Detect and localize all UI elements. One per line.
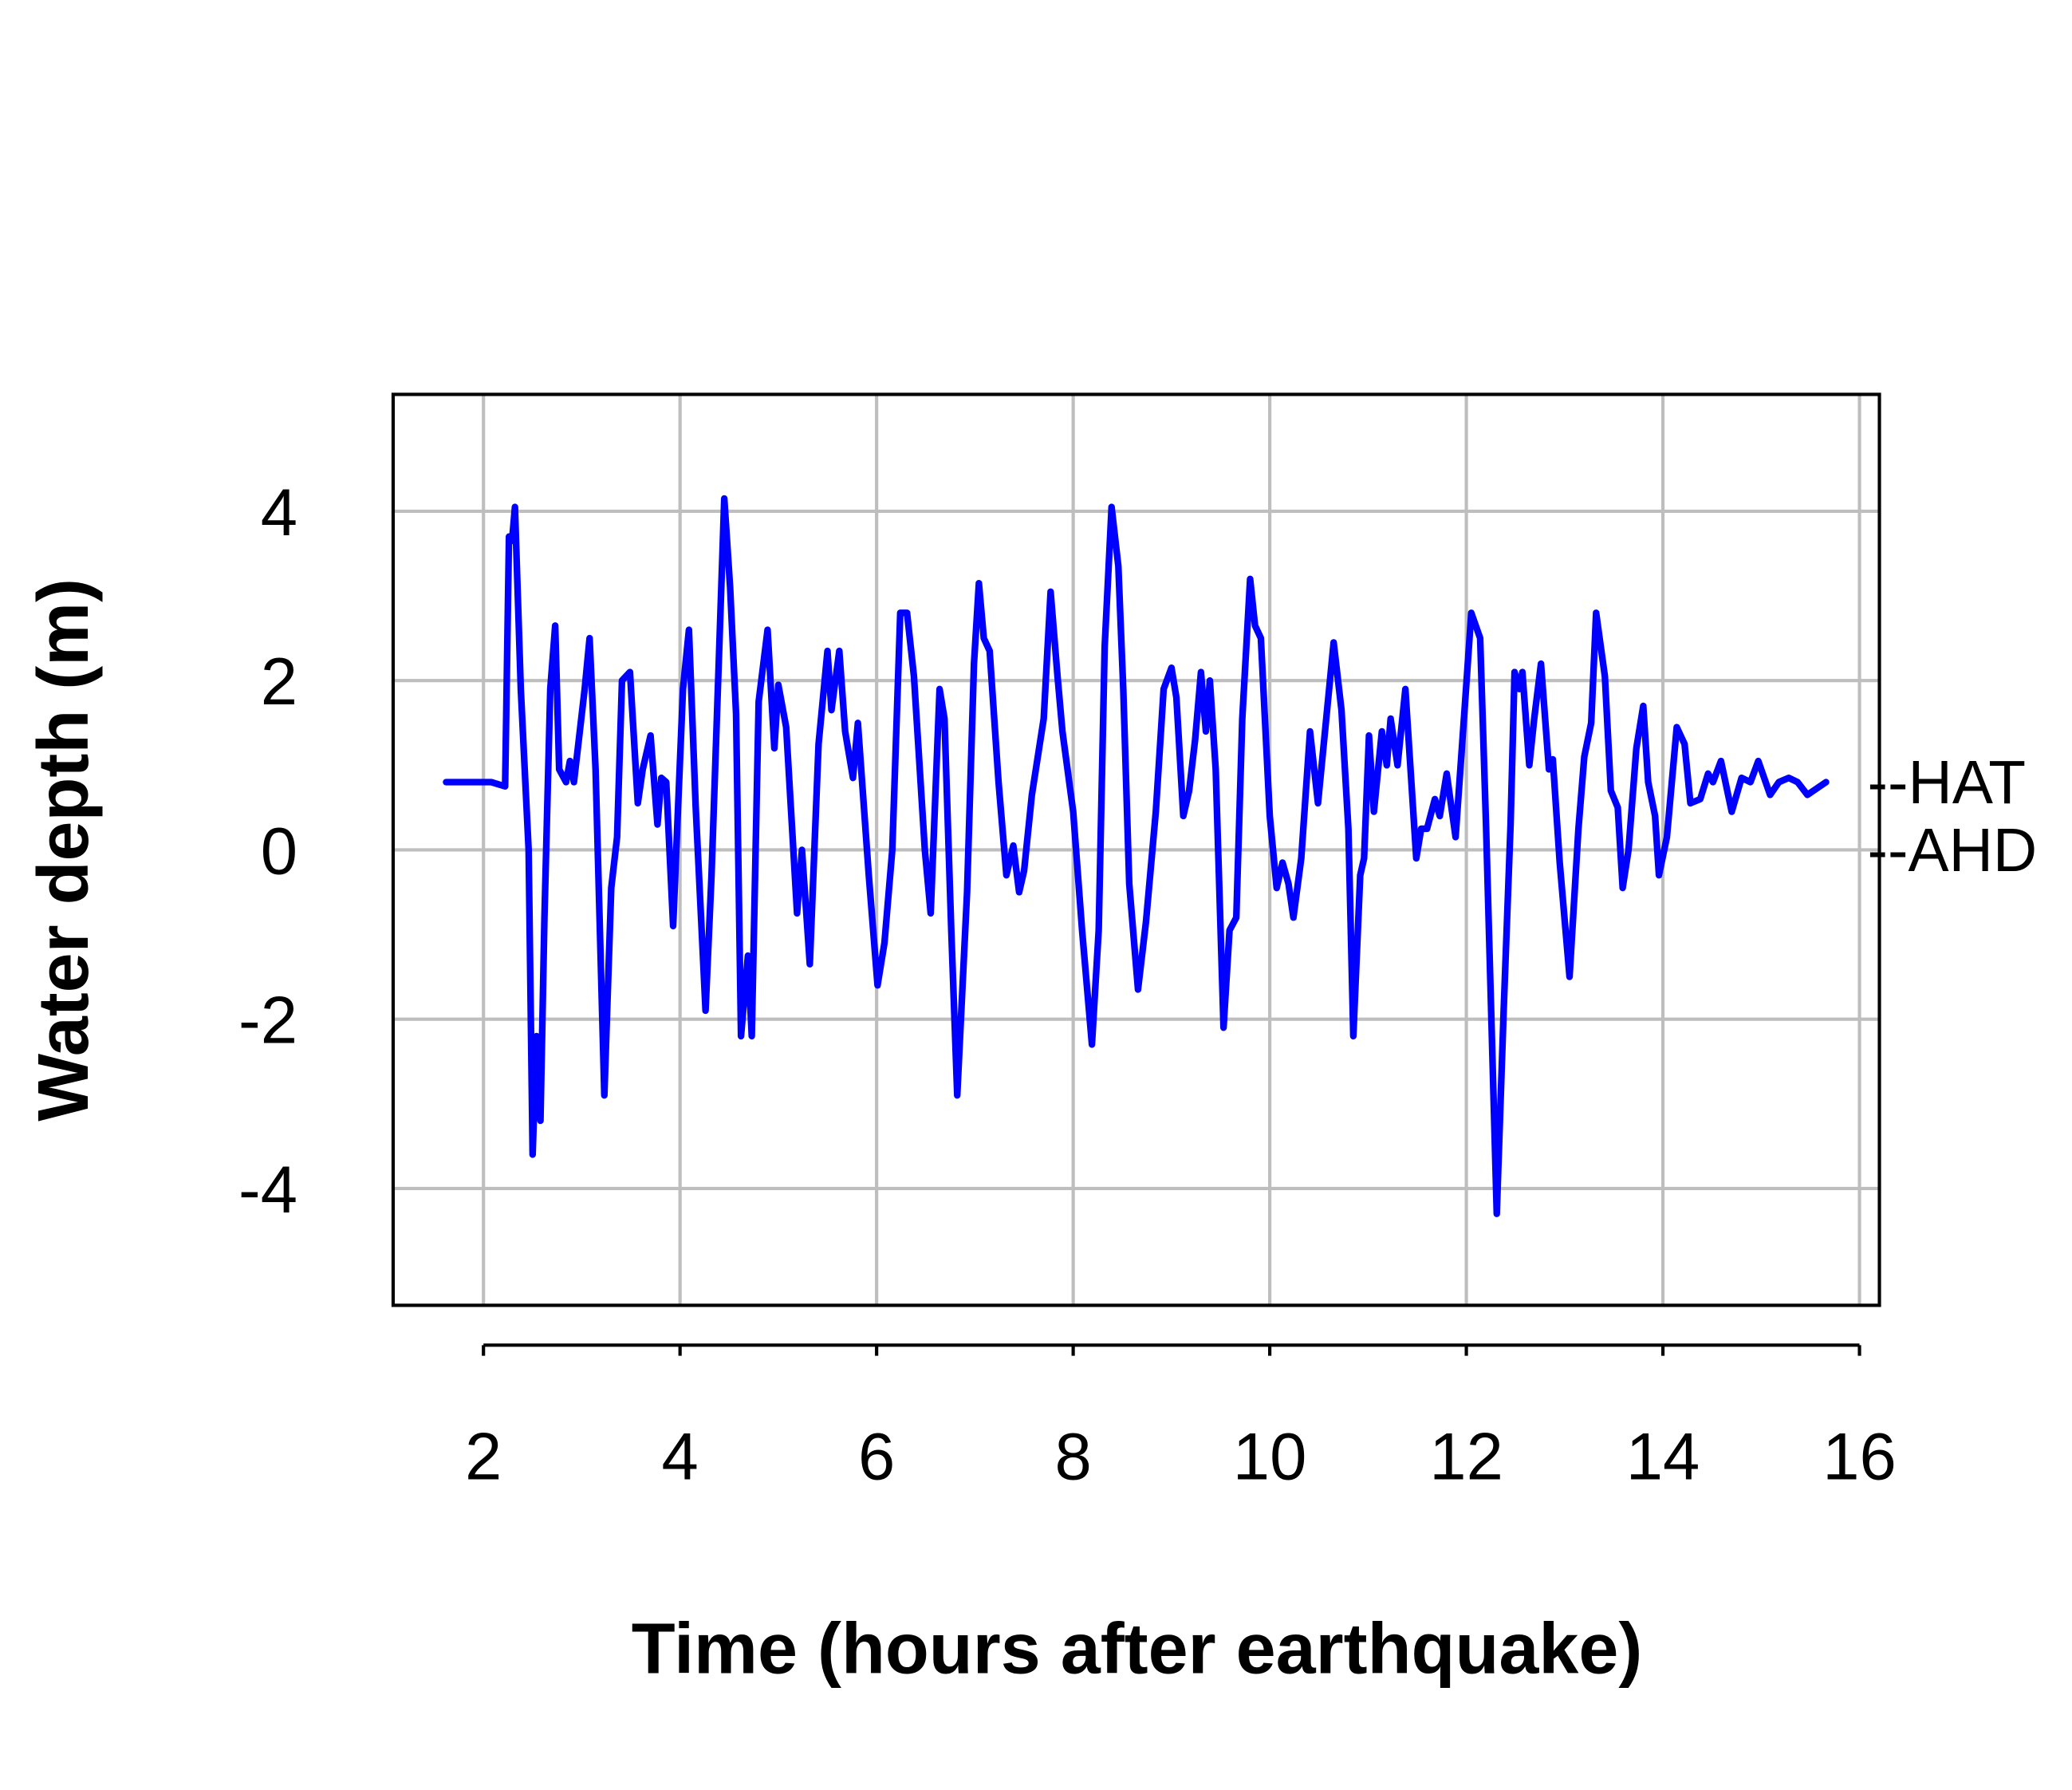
y-tick-label: 2 <box>261 645 297 719</box>
x-axis-title: Time (hours after earthquake) <box>632 1610 1643 1689</box>
x-tick-label: 10 <box>1233 1419 1307 1493</box>
x-tick-label: 16 <box>1822 1419 1897 1493</box>
x-tick-label: 4 <box>662 1419 699 1493</box>
x-tick-label: 8 <box>1054 1419 1091 1493</box>
y-axis: -4 -2 0 2 4 <box>238 475 297 1227</box>
x-tick-label: 14 <box>1626 1419 1700 1493</box>
reference-level-label: --AHD <box>1868 817 2038 885</box>
y-tick-label: -2 <box>238 984 297 1058</box>
y-tick-label: 4 <box>261 475 297 550</box>
y-tick-label: 0 <box>261 814 297 888</box>
y-axis-title: Water depth (m) <box>24 578 104 1122</box>
x-tick-label: 12 <box>1429 1419 1503 1493</box>
x-tick-label: 6 <box>858 1419 895 1493</box>
y-tick-label: -4 <box>238 1153 297 1227</box>
x-axis: 2 4 6 8 10 12 14 16 <box>465 1343 1897 1493</box>
annotations: --HAT--AHD <box>1868 749 2038 885</box>
reference-level-label: --HAT <box>1868 749 2027 817</box>
plot-frame <box>391 392 1881 1307</box>
x-tick-label: 2 <box>465 1419 502 1493</box>
water-depth-line <box>443 495 1830 1217</box>
